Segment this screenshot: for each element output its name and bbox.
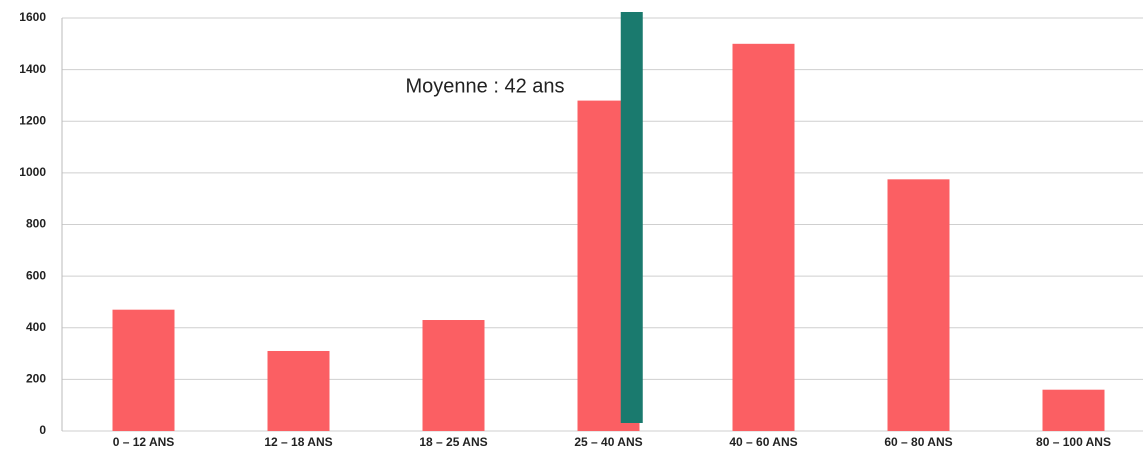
y-tick-label: 1400 — [19, 62, 46, 76]
bar — [732, 43, 795, 431]
x-tick-label: 0 – 12 ANS — [113, 435, 175, 449]
bar — [112, 309, 175, 431]
x-tick-label: 40 – 60 ANS — [729, 435, 797, 449]
y-tick-label: 200 — [26, 372, 46, 386]
x-tick-label: 25 – 40 ANS — [574, 435, 642, 449]
y-tick-label: 1000 — [19, 165, 46, 179]
bar — [422, 320, 485, 431]
mean-marker — [620, 12, 643, 423]
y-tick-label: 600 — [26, 268, 46, 282]
x-tick-label: 18 – 25 ANS — [419, 435, 487, 449]
annotation: Moyenne : 42 ans — [406, 75, 565, 97]
bar — [887, 179, 950, 431]
x-tick-label: 80 – 100 ANS — [1036, 435, 1111, 449]
bar — [267, 350, 330, 431]
y-tick-label: 400 — [26, 320, 46, 334]
y-tick-label: 1200 — [19, 113, 46, 127]
x-tick-label: 60 – 80 ANS — [884, 435, 952, 449]
bar — [1042, 389, 1105, 431]
y-tick-label: 800 — [26, 217, 46, 231]
y-tick-label: 1600 — [19, 10, 46, 24]
x-tick-label: 12 – 18 ANS — [264, 435, 332, 449]
y-tick-label: 0 — [39, 423, 46, 437]
